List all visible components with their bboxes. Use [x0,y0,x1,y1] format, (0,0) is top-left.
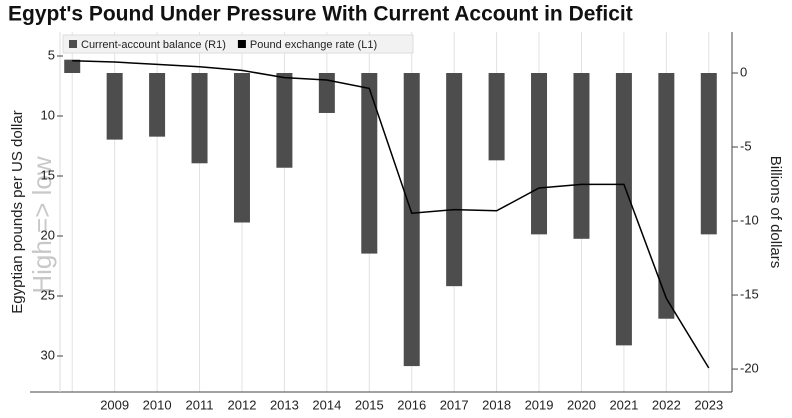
y-tick-label: 20 [41,227,55,242]
x-tick-label: 2018 [482,397,511,412]
x-tick-label: 2013 [270,397,299,412]
legend-swatch [69,40,77,48]
y-axis-title: Egyptian pounds per US dollar [9,110,26,313]
bar [403,73,420,367]
bar [106,73,123,140]
bar [488,73,505,161]
x-tick-label: 2016 [397,397,426,412]
bar [446,73,463,287]
bar [531,73,548,235]
x-tick-label: 2011 [186,397,214,412]
y-tick-label: 5 [48,47,55,62]
x-tick-label: 2010 [143,397,172,412]
y2-tick-label: -15 [740,286,759,301]
y-tick-label: 30 [41,347,55,362]
y-tick-label: 25 [41,287,55,302]
bar [573,73,590,239]
x-tick-label: 2012 [228,397,257,412]
bar [276,73,293,168]
x-tick-label: 2020 [567,397,596,412]
y-tick-label: 15 [41,167,55,182]
x-tick-label: 2019 [525,397,554,412]
bar [191,73,208,164]
watermark: High => low [27,156,57,294]
y2-tick-label: -20 [740,360,759,375]
x-tick-label: 2023 [694,397,723,412]
y2-axis-title: Billions of dollars [767,156,784,269]
legend-label: Pound exchange rate (L1) [250,39,377,51]
chart-title: Egypt's Pound Under Pressure With Curren… [8,3,633,26]
bar [658,73,675,319]
legend-label: Current-account balance (R1) [81,39,226,51]
x-tick-label: 2015 [355,397,384,412]
bar [361,73,378,254]
legend-swatch [237,40,246,48]
legend: Current-account balance (R1) Pound exchan… [62,34,414,54]
x-tick-label: 2014 [312,397,341,412]
bar [64,59,81,74]
y2-tick-label: 0 [740,64,747,79]
bar [233,73,250,223]
x-tick-label: 2021 [609,397,638,412]
line [72,60,710,369]
bar [700,73,717,235]
y2-tick-label: -10 [740,212,759,227]
bar [149,73,166,137]
bar [615,73,632,346]
x-tick-label: 2022 [652,397,681,412]
y-tick-label: 10 [41,107,55,122]
x-tick-label: 2009 [100,397,129,412]
bar [318,73,335,113]
y2-tick-label: -5 [740,138,752,153]
x-tick-label: 2017 [440,397,469,412]
